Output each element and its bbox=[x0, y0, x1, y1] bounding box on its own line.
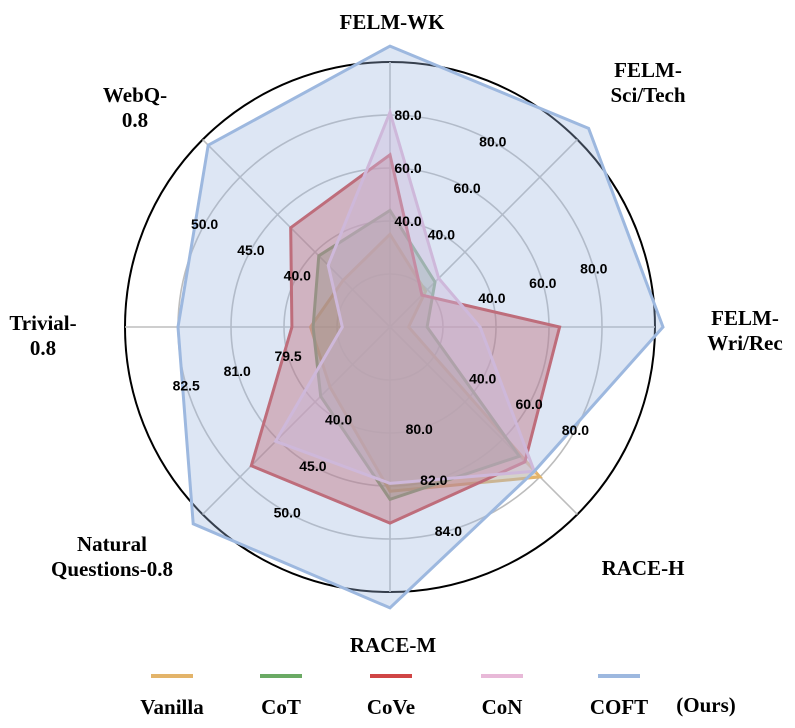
axis-label-line: RACE-H bbox=[602, 556, 685, 580]
tick-label: 81.0 bbox=[224, 363, 251, 379]
axis-label-line: Trivial- bbox=[9, 311, 76, 335]
axis-label-line: Natural bbox=[77, 532, 147, 556]
series-con-polygon bbox=[273, 107, 537, 485]
legend-label-cot: CoT bbox=[261, 695, 301, 719]
tick-label: 80.0 bbox=[479, 134, 506, 150]
axis-label-line: FELM- bbox=[711, 306, 779, 330]
tick-label: 40.0 bbox=[284, 268, 311, 284]
axis-label-line: RACE-M bbox=[350, 633, 436, 657]
axis-label: Trivial-0.8 bbox=[9, 311, 76, 360]
tick-label: 82.0 bbox=[420, 472, 447, 488]
axis-label: RACE-H bbox=[602, 556, 685, 580]
legend-suffix: (Ours) bbox=[676, 693, 736, 717]
axis-label-line: FELM- bbox=[614, 58, 682, 82]
tick-label: 40.0 bbox=[325, 412, 352, 428]
tick-label: 50.0 bbox=[191, 216, 218, 232]
tick-labels: 40.0 60.0 80.0 40.0 60.0 80.0 40.0 60.0 80.0 40.0… bbox=[173, 107, 608, 539]
grid-spoke bbox=[389, 326, 578, 515]
axis-label: WebQ-0.8 bbox=[103, 83, 167, 132]
tick-label: 40.0 bbox=[428, 226, 455, 242]
tick-label: 45.0 bbox=[237, 242, 264, 258]
axis-label-line: 0.8 bbox=[30, 336, 56, 360]
legend-label-coft: COFT bbox=[590, 695, 648, 719]
tick-label: 40.0 bbox=[469, 370, 496, 386]
tick-label: 82.5 bbox=[173, 377, 200, 393]
tick-label: 80.0 bbox=[394, 107, 421, 123]
grid-spoke bbox=[202, 139, 391, 328]
series-vanilla-polygon bbox=[308, 231, 543, 493]
tick-label: 45.0 bbox=[299, 458, 326, 474]
legend-label-cove: CoVe bbox=[367, 695, 415, 719]
tick-label: 40.0 bbox=[478, 290, 505, 306]
legend: (Ours) Vanilla CoT CoVe CoN COFT bbox=[140, 674, 736, 719]
tick-label: 50.0 bbox=[274, 504, 301, 520]
series-layer bbox=[176, 44, 665, 610]
axis-label: RACE-M bbox=[350, 633, 436, 657]
legend-label-vanilla: Vanilla bbox=[140, 695, 204, 719]
series-cove-polygon bbox=[249, 152, 562, 525]
tick-label: 79.5 bbox=[274, 348, 301, 364]
tick-label: 80.0 bbox=[580, 261, 607, 277]
axis-label: Natural Questions-0.8 bbox=[51, 532, 173, 581]
grid bbox=[124, 61, 656, 593]
axis-label-line: Questions-0.8 bbox=[51, 557, 173, 581]
axis-labels: FELM-WKFELM-Sci/TechFELM-Wri/RecRACE-HRA… bbox=[9, 10, 782, 657]
legend-label-con: CoN bbox=[482, 695, 523, 719]
axis-label-line: 0.8 bbox=[122, 108, 148, 132]
axis-label-line: WebQ- bbox=[103, 83, 167, 107]
tick-label: 80.0 bbox=[562, 422, 589, 438]
tick-label: 84.0 bbox=[435, 523, 462, 539]
axis-label: FELM-Wri/Rec bbox=[707, 306, 782, 355]
tick-label: 40.0 bbox=[394, 213, 421, 229]
axis-label: FELM-WK bbox=[340, 10, 446, 34]
tick-label: 60.0 bbox=[453, 180, 480, 196]
tick-label: 60.0 bbox=[394, 160, 421, 176]
axis-label-line: Sci/Tech bbox=[610, 83, 685, 107]
tick-label: 60.0 bbox=[529, 275, 556, 291]
grid-spoke bbox=[202, 326, 391, 515]
tick-label: 80.0 bbox=[406, 421, 433, 437]
tick-label: 60.0 bbox=[515, 396, 542, 412]
series-coft-polygon bbox=[176, 44, 665, 610]
axis-label-line: FELM-WK bbox=[340, 10, 446, 34]
axis-label: FELM-Sci/Tech bbox=[610, 58, 685, 107]
axis-label-line: Wri/Rec bbox=[707, 331, 782, 355]
